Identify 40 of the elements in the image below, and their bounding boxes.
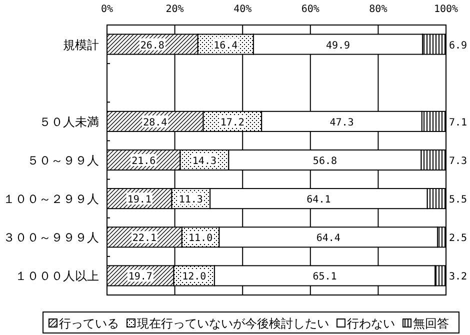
x-tick-label: 40%	[234, 4, 252, 15]
data-label: 11.3	[178, 194, 203, 206]
data-label: 28.4	[143, 117, 168, 128]
x-tick-label: 60%	[301, 4, 320, 15]
data-label: 7.1	[449, 117, 468, 128]
data-label: 56.8	[312, 156, 338, 167]
data-label: 19.1	[127, 194, 152, 206]
legend-label: 行わない	[347, 316, 395, 330]
data-label: 47.3	[330, 117, 354, 128]
data-label: 12.0	[182, 272, 206, 283]
data-label: 19.7	[128, 272, 152, 283]
y-tick-label: 規模計	[63, 38, 99, 52]
data-label: 21.6	[132, 156, 156, 167]
data-label: 6.9	[449, 40, 468, 52]
data-label: 64.4	[316, 233, 340, 244]
data-label: 64.1	[306, 194, 331, 206]
x-tick-label: 0%	[100, 4, 114, 15]
data-label: 17.2	[220, 117, 244, 128]
data-label: 65.1	[312, 272, 337, 283]
y-tick-label: １０００人以上	[15, 269, 99, 284]
y-tick-label: １００～２９９人	[3, 192, 99, 206]
x-tick-label: 80%	[369, 4, 388, 15]
legend-label: 現在行っていないが今後検討したい	[137, 316, 329, 330]
legend-label: 行っている	[59, 316, 119, 330]
data-label: 16.4	[214, 40, 238, 52]
data-label: 11.0	[188, 233, 213, 244]
data-label: 3.2	[449, 272, 468, 283]
data-label: 2.5	[449, 233, 468, 244]
data-label: 5.5	[449, 194, 468, 206]
data-label: 49.9	[326, 40, 350, 52]
y-tick-label: ５０人未満	[39, 114, 99, 129]
x-tick-label: 100%	[434, 4, 458, 15]
data-label: 7.3	[449, 156, 468, 167]
data-label: 22.1	[132, 233, 157, 244]
data-label: 14.3	[192, 156, 217, 167]
x-tick-label: 20%	[166, 4, 184, 15]
y-tick-label: ３００～９９９人	[3, 230, 99, 245]
data-label: 26.8	[140, 40, 164, 52]
y-tick-label: ５０～９９人	[27, 154, 99, 168]
legend-label: 無回答	[413, 316, 449, 330]
